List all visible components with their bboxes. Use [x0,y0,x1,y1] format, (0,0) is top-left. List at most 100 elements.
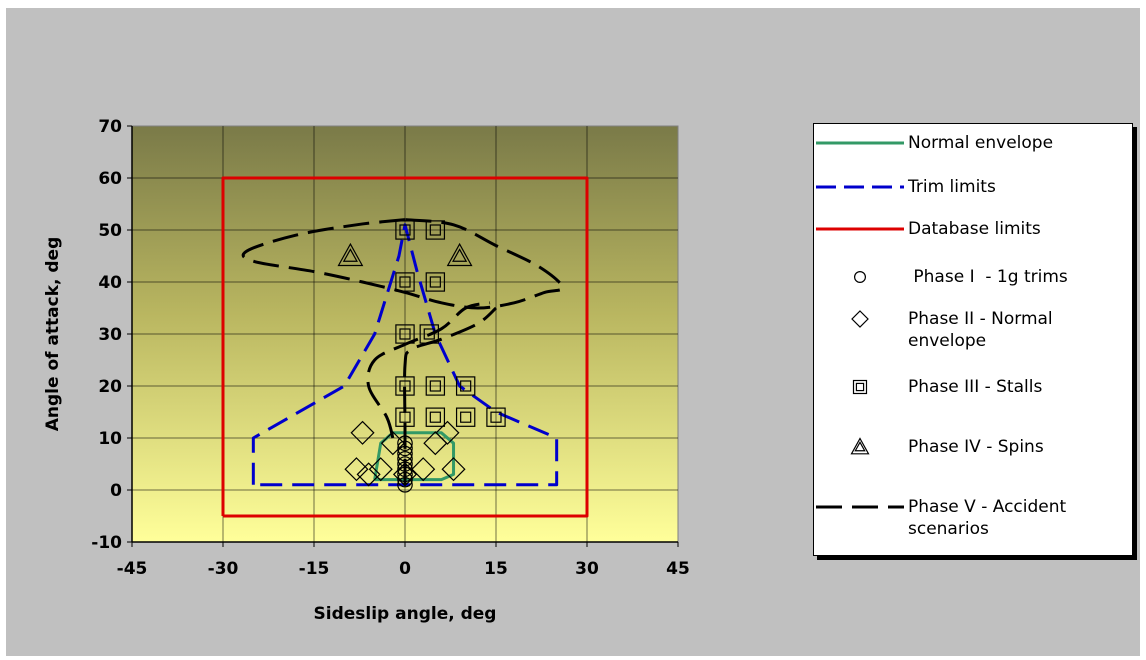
marker-square-inner [460,380,472,392]
x-tick-label: 15 [484,559,508,579]
marker-diamond [350,420,375,445]
x-tick-label: 45 [666,559,690,579]
legend-symbol [814,218,906,238]
marker-square-inner [490,411,502,423]
legend-label: Phase V - Accident scenarios [908,497,1067,539]
marker-triangle-outer [446,242,473,267]
legend-symbol [814,376,906,396]
marker-square-outer [455,376,476,396]
marker-square [419,324,439,344]
y-axis-title: Angle of attack, deg [43,237,63,432]
series-7-curve [366,301,491,439]
marker-diamond [435,420,460,445]
marker-circle [397,450,413,467]
y-tick-label: 0 [110,481,122,501]
y-tick-label: 10 [98,429,122,449]
legend-label: Database limits [908,219,1041,239]
marker-square-outer [425,272,446,292]
marker-circle [397,445,413,462]
y-tick-label: 60 [98,169,122,189]
marker-diamond [344,457,369,482]
series-1-line [251,223,559,487]
marker-square [395,324,415,344]
marker-triangle-inner [854,441,866,452]
marker-triangle-outer [850,437,870,455]
legend-symbol [814,496,906,516]
x-tick-label: -45 [117,559,148,579]
marker-square-outer [852,379,868,395]
marker-square-outer [419,324,439,344]
x-tick-label: -15 [299,559,330,579]
marker-square [455,407,476,427]
marker-square-outer [425,220,446,240]
marker-diamond [441,457,466,482]
marker-diamond [356,462,381,487]
marker-square-inner [399,411,411,423]
y-tick-label: 20 [98,377,122,397]
marker-triangle-inner [452,248,468,262]
legend-symbol [814,176,906,196]
marker-square-outer [395,220,415,240]
marker-square-inner [399,380,411,392]
chart-svg: -45 -30 -15 0 15 30 45 -10 0 10 20 30 40 50 60 70 Sides… [43,117,690,624]
marker-triangle [446,242,473,267]
marker-square-inner [399,224,411,236]
marker-square-inner [399,276,411,288]
marker-square-outer [425,376,446,396]
legend: Normal envelope Trim limits Database limit… [813,123,1133,556]
marker-circle [397,471,413,488]
marker-square-inner [399,328,411,340]
marker-layer [337,220,506,493]
marker-square-outer [425,407,446,427]
marker-square-inner [429,411,441,423]
marker-circle [397,456,413,472]
marker-diamond [411,457,436,482]
x-tick-label: 0 [399,559,411,579]
marker-square [425,272,446,292]
marker-square-outer [395,376,415,396]
marker-square-outer [486,407,506,427]
legend-label: Trim limits [908,177,996,197]
marker-square [395,376,415,396]
marker-triangle [337,242,364,267]
legend-symbol [814,308,906,328]
marker-square [395,272,415,292]
chart-frame: -45 -30 -15 0 15 30 45 -10 0 10 20 30 40 50 60 70 Sides… [6,8,1140,656]
marker-circle [853,270,866,284]
legend-symbol [814,132,906,152]
y-tick-label: 30 [98,325,122,345]
marker-diamond [392,462,418,487]
marker-square [455,376,476,396]
legend-label: Normal envelope [908,133,1054,153]
series-7-curve [241,218,565,310]
y-tick-label: 50 [98,221,122,241]
marker-circle [397,440,413,457]
x-tick-label: -30 [208,559,239,579]
marker-square-inner [460,411,472,423]
marker-square [395,220,415,240]
series-7-curve [403,306,498,485]
y-tick-label: -10 [91,533,122,553]
marker-diamond [851,310,869,328]
legend-label: Phase III - Stalls [908,377,1043,397]
marker-square [486,407,506,427]
legend-label: Phase IV - Spins [908,437,1044,457]
marker-square [852,379,868,395]
legend-label: Phase I - 1g trims [908,267,1068,287]
y-tick-label: 70 [98,117,122,137]
marker-square-inner [429,224,441,236]
marker-square [395,407,415,427]
marker-square [425,376,446,396]
marker-square [425,220,446,240]
marker-diamond [380,431,405,456]
y-tick-label: 40 [98,273,122,293]
marker-square-inner [855,382,865,392]
axes: -45 -30 -15 0 15 30 45 -10 0 10 20 30 40 50 60 70 [91,117,690,579]
marker-square-outer [395,407,415,427]
marker-square [425,407,446,427]
x-axis-title: Sideslip angle, deg [314,604,497,624]
marker-square-inner [429,380,441,392]
marker-triangle [850,437,870,455]
marker-square-outer [395,324,415,344]
marker-square-inner [423,328,435,340]
